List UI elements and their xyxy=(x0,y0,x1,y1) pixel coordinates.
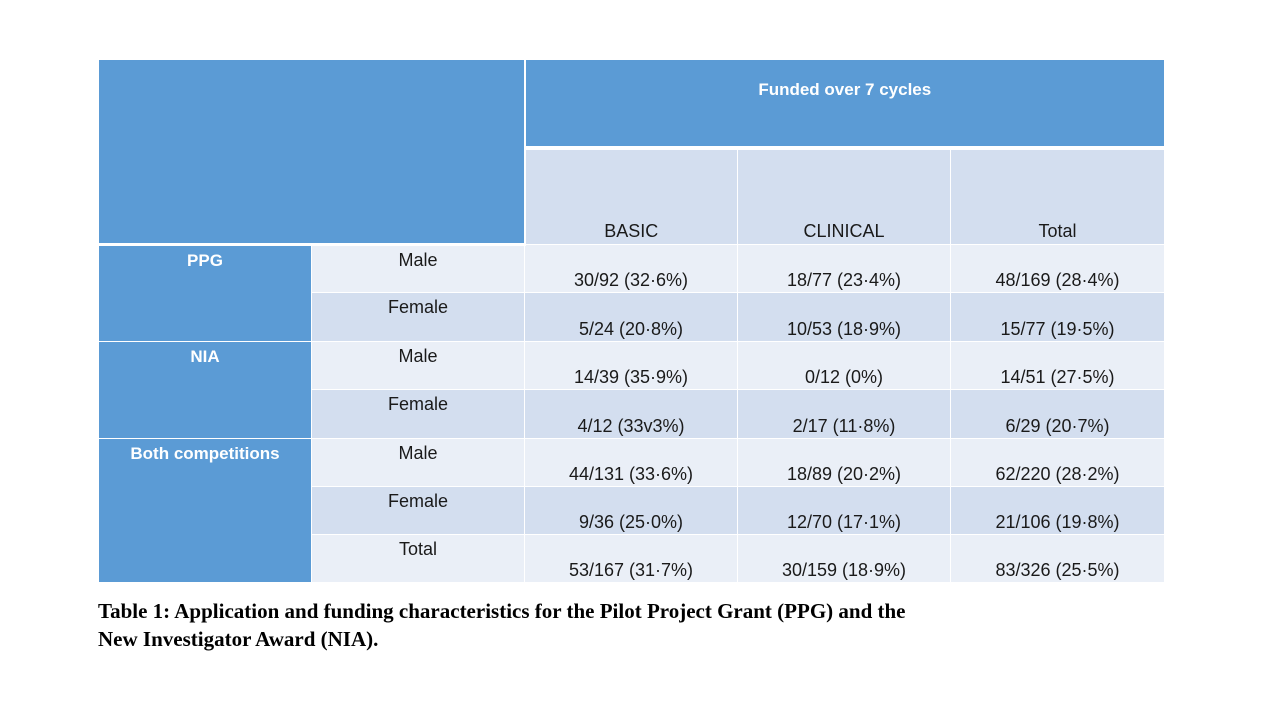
group-label-ppg: PPG xyxy=(98,244,312,342)
table-cell: 18/89 (20·2%) xyxy=(737,438,951,487)
row-label: Female xyxy=(311,292,525,342)
table-cell: 21/106 (19·8%) xyxy=(949,486,1166,535)
table-cell: 14/51 (27·5%) xyxy=(949,341,1166,390)
table-cell: 30/92 (32·6%) xyxy=(524,244,738,293)
column-header-basic: BASIC xyxy=(524,147,738,245)
table-cell: 18/77 (23·4%) xyxy=(737,244,951,293)
table-cell: 6/29 (20·7%) xyxy=(949,389,1166,439)
table-cell: 2/17 (11·8%) xyxy=(737,389,951,439)
funding-table: Funded over 7 cycles BASIC CLINICAL Tota… xyxy=(98,59,1166,583)
caption-line: New Investigator Award (NIA). xyxy=(98,627,379,651)
row-label: Male xyxy=(311,438,525,487)
row-label: Male xyxy=(311,244,525,293)
table-cell: 12/70 (17·1%) xyxy=(737,486,951,535)
column-header-clinical: CLINICAL xyxy=(737,147,951,245)
table-cell: 0/12 (0%) xyxy=(737,341,951,390)
row-label: Female xyxy=(311,389,525,439)
table-row: Female 9/36 (25·0%) 12/70 (17·1%) 21/106… xyxy=(99,486,1166,535)
super-header: Funded over 7 cycles xyxy=(523,59,1166,150)
table-cell: 5/24 (20·8%) xyxy=(524,292,738,342)
table-cell: 15/77 (19·5%) xyxy=(949,292,1166,342)
table-cell: 10/53 (18·9%) xyxy=(737,292,951,342)
table-row: Female 4/12 (33v3%) 2/17 (11·8%) 6/29 (2… xyxy=(99,389,1166,439)
caption-line: Table 1: Application and funding charact… xyxy=(98,599,906,623)
table-row: NIA Male 14/39 (35·9%) 0/12 (0%) 14/51 (… xyxy=(98,341,1166,439)
table-row: PPG Male 30/92 (32·6%) 18/77 (23·4%) 48/… xyxy=(98,244,1166,342)
table-corner-cell xyxy=(98,59,526,246)
table-cell: 30/159 (18·9%) xyxy=(737,534,951,583)
table-row: Both competitions Male 44/131 (33·6%) 18… xyxy=(98,438,1166,583)
table-cell: 53/167 (31·7%) xyxy=(524,534,738,583)
table-cell: 48/169 (28·4%) xyxy=(949,244,1166,293)
row-label: Male xyxy=(311,341,525,390)
table-cell: 44/131 (33·6%) xyxy=(524,438,738,487)
group-label-nia: NIA xyxy=(98,341,312,439)
table-caption: Table 1: Application and funding charact… xyxy=(98,597,1098,653)
table-cell: 14/39 (35·9%) xyxy=(524,341,738,390)
row-label: Total xyxy=(311,534,525,583)
table-cell: 83/326 (25·5%) xyxy=(949,534,1166,583)
table-cell: 9/36 (25·0%) xyxy=(524,486,738,535)
table-row: Female 5/24 (20·8%) 10/53 (18·9%) 15/77 … xyxy=(99,292,1166,342)
group-label-both-competitions: Both competitions xyxy=(98,438,312,583)
table-cell: 4/12 (33v3%) xyxy=(524,389,738,439)
column-header-total: Total xyxy=(949,147,1166,245)
table-row: Total 53/167 (31·7%) 30/159 (18·9%) 83/3… xyxy=(99,534,1166,583)
table-cell: 62/220 (28·2%) xyxy=(949,438,1166,487)
row-label: Female xyxy=(311,486,525,535)
